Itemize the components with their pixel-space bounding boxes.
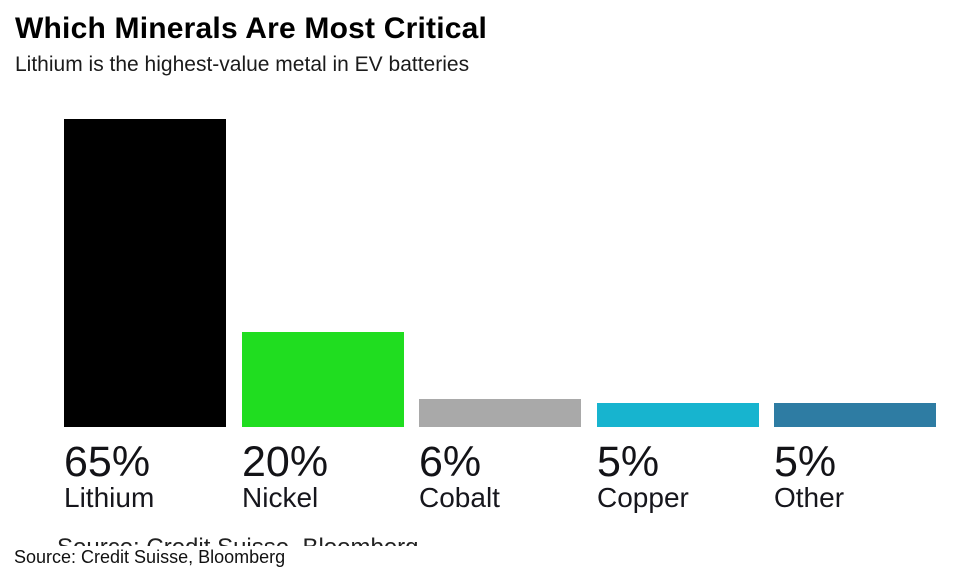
source-caption: Source: Credit Suisse, Bloomberg bbox=[14, 547, 286, 567]
bar-value-label: 65% bbox=[64, 438, 151, 486]
bar-cobalt bbox=[419, 399, 581, 427]
bar-nickel bbox=[242, 332, 404, 427]
bar-category-label: Nickel bbox=[242, 482, 319, 513]
bar-value-label: 5% bbox=[597, 438, 660, 486]
bar-value-label: 5% bbox=[774, 438, 837, 486]
chart-title: Which Minerals Are Most Critical bbox=[15, 12, 488, 45]
clipped-source-line: Source: Credit Suisse, Bloomberg bbox=[57, 534, 477, 546]
bar-copper bbox=[597, 403, 759, 427]
bar-value-label: 6% bbox=[419, 438, 482, 486]
chart-subtitle: Lithium is the highest-value metal in EV… bbox=[15, 53, 470, 76]
bar-value-label: 20% bbox=[242, 438, 329, 486]
bar-category-label: Copper bbox=[597, 482, 689, 513]
clipped-source-text: Source: Credit Suisse, Bloomberg bbox=[57, 534, 477, 546]
bar-lithium bbox=[64, 119, 226, 427]
bar-category-label: Cobalt bbox=[419, 482, 500, 513]
bar-category-label: Other bbox=[774, 482, 845, 513]
bar-other bbox=[774, 403, 936, 427]
bar-category-label: Lithium bbox=[64, 482, 155, 513]
